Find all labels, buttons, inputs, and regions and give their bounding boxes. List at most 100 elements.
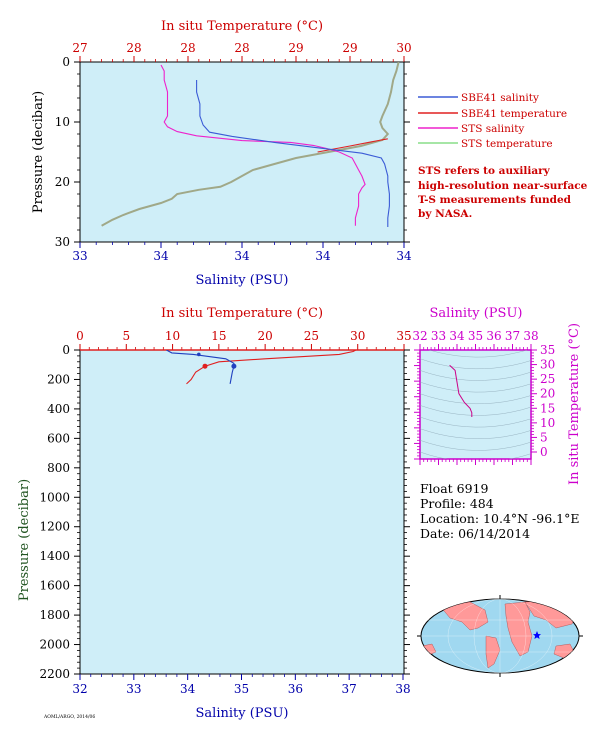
bottom-tick-label: 32: [72, 682, 87, 696]
left-tick-label: 0: [62, 55, 70, 69]
top-tick-label: 28: [180, 41, 195, 55]
left-tick-label: 1800: [39, 608, 70, 622]
density-contour: [420, 405, 531, 416]
bottom-chart-series: [166, 350, 357, 385]
series-line-sts-temperature: [101, 62, 400, 227]
series-marker-salinity: [197, 352, 201, 357]
location-map: [417, 595, 583, 677]
bottom-tick-label: 34: [180, 682, 196, 696]
density-contour: [420, 451, 531, 459]
left-tick-label: 2000: [39, 638, 70, 652]
density-contour: [420, 358, 531, 370]
right-tick-label: 35: [540, 343, 555, 357]
left-tick-label: 600: [47, 431, 70, 445]
top-tick-label: 33: [431, 329, 446, 343]
top-tick-label: 25: [304, 329, 319, 343]
right-tick-label: 10: [540, 416, 555, 430]
top-chart-series: [101, 62, 400, 227]
top-tick-label: 34: [449, 329, 465, 343]
bottom-tick-label: 34: [315, 249, 331, 263]
ts-density-contours: [420, 266, 531, 459]
bottom-tick-label: 34: [234, 249, 250, 263]
sts-note-line-2: high-resolution near-surface: [418, 180, 588, 192]
density-contour: [420, 428, 531, 439]
right-tick-label: 20: [540, 387, 555, 401]
bottom-tick-label: 36: [288, 682, 303, 696]
right-tick-label: 15: [540, 401, 555, 415]
left-tick-label: 0: [62, 343, 70, 357]
top-tick-label: 35: [468, 329, 483, 343]
sts-note-line-3: T-S measurements funded: [418, 194, 572, 206]
float-info: Float 6919 Profile: 484 Location: 10.4°N…: [420, 481, 580, 541]
series-line-sbe41-temperature: [317, 138, 388, 153]
right-tick-label: 5: [540, 430, 548, 444]
left-tick-label: 800: [47, 461, 70, 475]
ts-salinity-label: Salinity (PSU): [430, 306, 523, 321]
series-line-sts-salinity: [160, 64, 366, 226]
top-tick-label: 29: [288, 41, 303, 55]
bottom-tick-label: 35: [234, 682, 249, 696]
ts-temperature-label: In situ Temperature (°C): [567, 323, 582, 485]
info-location: Location: 10.4°N -96.1°E: [420, 511, 580, 526]
density-contour: [420, 393, 531, 405]
series-marker-salinity: [231, 363, 237, 369]
top-tick-label: 28: [234, 41, 249, 55]
top-tick-label: 10: [165, 329, 180, 343]
top-tick-label: 30: [350, 329, 365, 343]
series-line-temperature: [186, 350, 357, 385]
top-tick-label: 38: [523, 329, 538, 343]
legend-label-sbe41-temperature: SBE41 temperature: [461, 108, 567, 120]
footer-credit: AOML/ARGO, 2014/06: [43, 714, 95, 720]
left-tick-label: 1200: [39, 520, 70, 534]
top-tick-label: 30: [396, 41, 411, 55]
density-contour: [420, 289, 531, 299]
left-tick-label: 10: [55, 115, 70, 129]
bottom-tick-label: 33: [126, 682, 141, 696]
top-tick-label: 5: [122, 329, 130, 343]
top-chart-pressure-label: Pressure (decibar): [31, 91, 46, 213]
left-tick-label: 200: [47, 372, 70, 386]
bottom-tick-label: 34: [153, 249, 169, 263]
right-tick-label: 25: [540, 372, 555, 386]
top-tick-label: 32: [412, 329, 427, 343]
density-contour: [420, 370, 531, 381]
bottom-tick-label: 34: [396, 249, 412, 263]
top-tick-label: 0: [76, 329, 84, 343]
info-profile: Profile: 484: [420, 496, 494, 511]
left-tick-label: 30: [55, 235, 70, 249]
sts-note-line-4: by NASA.: [418, 208, 472, 220]
left-tick-label: 400: [47, 402, 70, 416]
top-tick-label: 29: [342, 41, 357, 55]
map-tick-marks: [417, 595, 583, 677]
map-float-marker: [533, 631, 541, 639]
bottom-plot-area: [79, 349, 405, 675]
density-contour: [420, 277, 531, 287]
left-tick-label: 1600: [39, 579, 70, 593]
info-float: Float 6919: [420, 481, 489, 496]
ts-series-line: [449, 364, 473, 417]
legend-label-sts-salinity: STS salinity: [461, 123, 524, 135]
bottom-chart-ticks: 0 5 10 15 20 25 30 35 32 33 34 35 36 37 38 0 200 400 600 80…: [39, 329, 411, 696]
top-tick-label: 37: [505, 329, 520, 343]
bottom-tick-label: 33: [72, 249, 87, 263]
density-contour: [420, 416, 531, 428]
top-chart-temperature-label: In situ Temperature (°C): [161, 19, 323, 34]
legend-label-sbe41-salinity: SBE41 salinity: [461, 92, 539, 104]
series-line-salinity: [166, 350, 235, 385]
right-tick-label: 0: [540, 445, 548, 459]
left-tick-label: 20: [55, 175, 70, 189]
density-contour: [420, 266, 531, 276]
top-chart-salinity-label: Salinity (PSU): [196, 273, 289, 288]
left-tick-label: 1000: [39, 490, 70, 504]
top-tick-label: 27: [72, 41, 87, 55]
bottom-chart-pressure-label: Pressure (decibar): [17, 479, 32, 601]
top-tick-label: 28: [126, 41, 141, 55]
density-contour: [428, 350, 528, 358]
map-landmass-north-america: [439, 601, 489, 631]
ts-diagram-series: [449, 364, 473, 417]
